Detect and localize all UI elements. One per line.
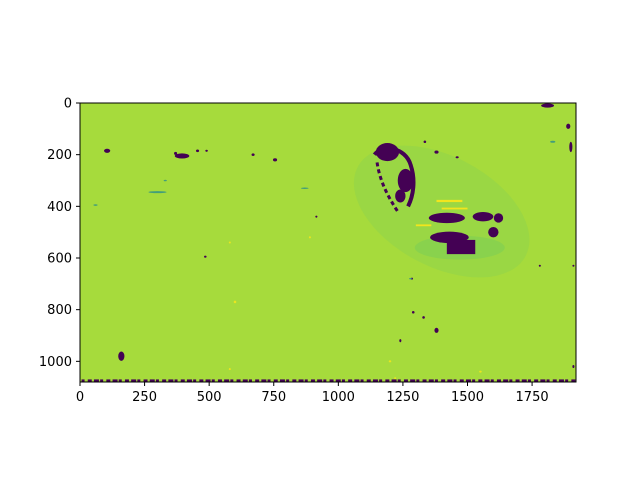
speck-23 bbox=[315, 216, 317, 218]
yellow-dot-4 bbox=[394, 377, 396, 379]
speck-4 bbox=[205, 150, 208, 152]
speck-10 bbox=[566, 124, 570, 129]
vehicle-blob-headlight bbox=[473, 212, 494, 221]
vehicle-blob-door bbox=[398, 169, 414, 192]
x-tick-label-3: 750 bbox=[261, 390, 286, 405]
yellow-dot-6 bbox=[229, 241, 231, 243]
yellow-dot-2 bbox=[389, 360, 392, 362]
speck-6 bbox=[273, 158, 277, 161]
speck-21 bbox=[456, 156, 459, 158]
speck-19 bbox=[424, 140, 427, 143]
teal-streak-1 bbox=[301, 187, 309, 189]
speck-14 bbox=[412, 311, 415, 314]
vehicle-highlight-3 bbox=[416, 224, 432, 226]
vehicle-blob-mirror bbox=[494, 213, 503, 222]
speck-17 bbox=[572, 265, 574, 267]
yellow-dot-3 bbox=[229, 368, 231, 370]
speck-20 bbox=[434, 151, 438, 154]
teal-streak-5 bbox=[409, 278, 412, 280]
speck-13 bbox=[434, 328, 438, 333]
teal-streak-0 bbox=[148, 191, 166, 193]
x-tick-label-7: 1750 bbox=[516, 390, 549, 405]
speck-5 bbox=[252, 153, 255, 156]
speck-16 bbox=[399, 339, 401, 342]
speck-12 bbox=[539, 265, 541, 267]
y-tick-label-0: 0 bbox=[64, 97, 72, 112]
speck-2 bbox=[174, 152, 177, 155]
y-tick-label-4: 800 bbox=[47, 303, 72, 318]
speck-0 bbox=[104, 149, 110, 153]
speck-18 bbox=[572, 365, 574, 368]
speck-11 bbox=[569, 142, 572, 152]
vehicle-highlight-1 bbox=[437, 200, 463, 202]
x-tick-label-5: 1250 bbox=[386, 390, 419, 405]
vehicle-blob-roof bbox=[376, 143, 399, 161]
x-tick-label-2: 500 bbox=[197, 390, 222, 405]
speck-15 bbox=[422, 316, 425, 319]
speck-1 bbox=[175, 153, 189, 158]
yellow-dot-5 bbox=[479, 371, 482, 373]
teal-streak-4 bbox=[550, 141, 555, 143]
speck-3 bbox=[196, 150, 199, 153]
speck-8 bbox=[204, 256, 207, 258]
y-tick-label-2: 400 bbox=[47, 200, 72, 215]
vehicle-blob-door-lower bbox=[395, 190, 405, 203]
y-tick-label-1: 200 bbox=[47, 148, 72, 163]
vehicle-highlight-2 bbox=[442, 208, 468, 210]
speck-9 bbox=[541, 104, 554, 108]
y-tick-label-5: 1000 bbox=[39, 355, 72, 370]
speck-7 bbox=[118, 352, 124, 361]
x-tick-label-1: 250 bbox=[132, 390, 157, 405]
yellow-dot-0 bbox=[234, 301, 237, 304]
vehicle-plate bbox=[447, 240, 475, 254]
vehicle-blob-fender bbox=[488, 227, 498, 237]
vehicle-blob-grille-top bbox=[429, 213, 465, 223]
plot-area bbox=[80, 103, 576, 382]
yellow-dot-1 bbox=[309, 236, 311, 238]
x-tick-label-6: 1500 bbox=[451, 390, 484, 405]
x-tick-label-4: 1000 bbox=[322, 390, 355, 405]
teal-streak-3 bbox=[93, 204, 97, 206]
x-tick-label-0: 0 bbox=[76, 390, 84, 405]
teal-streak-2 bbox=[164, 180, 167, 182]
y-tick-label-3: 600 bbox=[47, 252, 72, 267]
